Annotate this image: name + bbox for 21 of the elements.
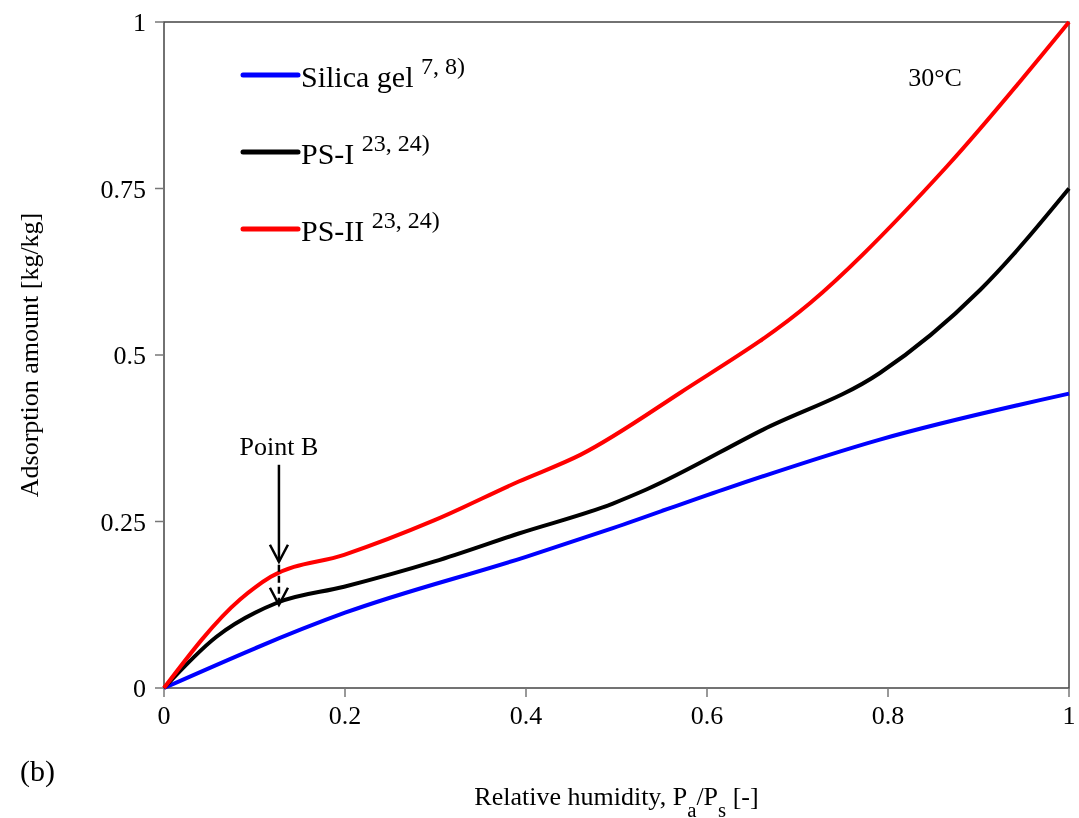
x-axis-title: Relative humidity, P$_{a}$/P$_{s}$ [-]: [474, 782, 759, 818]
x-tick-label: 0.4: [509, 701, 543, 730]
text: (b): [20, 754, 55, 788]
line-series: [162, 20, 1071, 690]
x-tick-label: 0.8: [871, 701, 905, 730]
legend-label: PS-II $^{23, 24)}$: [301, 207, 440, 247]
y-tick-label: 0.5: [113, 341, 146, 370]
annotation: Point B: [239, 431, 319, 461]
line-series: [162, 391, 1071, 690]
y-tick-label: 0: [133, 674, 146, 703]
y-tick-label: 1: [133, 8, 146, 37]
x-tick-label: 1: [1062, 701, 1076, 730]
x-tick-label: 0.2: [328, 701, 362, 730]
y-tick-label: 0.75: [100, 174, 146, 204]
y-tick-label: 0.25: [100, 507, 146, 537]
x-tick-label: 0: [157, 701, 171, 730]
x-tick-label: 0.6: [690, 701, 724, 730]
legend-label: PS-I $^{23, 24)}$: [301, 130, 430, 170]
annotation: 30°C: [908, 63, 962, 92]
legend-label: Silica gel $^{7, 8)}$: [301, 53, 465, 93]
y-axis-title: Adsorption amount [kg/kg]: [15, 212, 44, 498]
